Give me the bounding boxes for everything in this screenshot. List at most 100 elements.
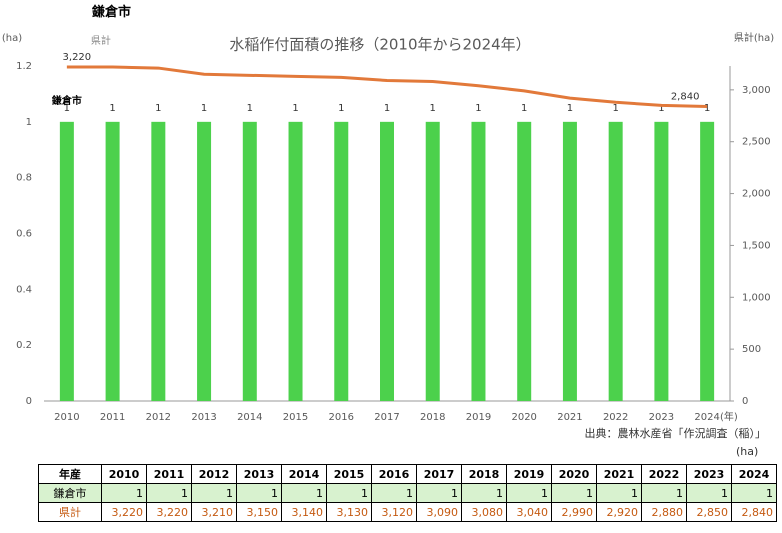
table-cell: 1 <box>101 483 147 503</box>
page-header: 鎌倉市 <box>92 5 132 20</box>
table-cell: 1 <box>326 483 372 503</box>
line <box>66 65 708 108</box>
x-tick-label: 2022 <box>603 412 628 423</box>
bar-label: 1 <box>521 103 527 114</box>
table-cell: 1 <box>146 483 192 503</box>
bar <box>59 121 74 401</box>
table-cell: 3,140 <box>281 502 327 522</box>
bar-label: 1 <box>64 103 70 114</box>
table-cell: 3,220 <box>146 502 192 522</box>
table-cell: 2017 <box>416 464 462 484</box>
bar-label: 1 <box>658 103 664 114</box>
chart-title: 水稲作付面積の推移（2010年から2024年） <box>229 36 530 54</box>
table-cell: 1 <box>461 483 507 503</box>
table-cell: 2021 <box>596 464 642 484</box>
x-tick-label: 2010 <box>54 412 79 423</box>
data-table: 年産 2010 2011 2012 2013 2014 2015 2016 2017 2018 20… <box>38 464 777 522</box>
table-row: 県計 3,220 3,220 3,210 3,150 3,140 3,130 3,120 3,0… <box>38 502 777 522</box>
table-cell: 3,080 <box>461 502 507 522</box>
table-cell: 2016 <box>371 464 417 484</box>
table-cell: 3,150 <box>236 502 282 522</box>
table-cell: 1 <box>281 483 327 503</box>
table-cell: 2,850 <box>686 502 732 522</box>
table-cell: 2011 <box>146 464 192 484</box>
table-cell: 2022 <box>641 464 687 484</box>
bar <box>288 121 303 401</box>
y2-axis-label: 県計(ha) <box>734 31 774 44</box>
series-label: 鎌倉市 <box>51 94 82 107</box>
table-cell: 2012 <box>191 464 237 484</box>
table-cell: 2023 <box>686 464 732 484</box>
bar <box>654 121 669 401</box>
x-tick-label: 2019 <box>466 412 491 423</box>
y-tick-label: 0.2 <box>16 340 32 351</box>
x-tick-label: 2024 <box>694 412 719 423</box>
table-cell: 年産 <box>38 464 102 484</box>
table-cell: 県計 <box>38 502 102 522</box>
y2-tick-label: 1,000 <box>742 292 771 303</box>
table-row: 年産 2010 2011 2012 2013 2014 2015 2016 2017 2018 20… <box>38 464 777 484</box>
bar <box>242 121 257 401</box>
table-unit: (ha) <box>736 445 759 458</box>
table-cell: 2014 <box>281 464 327 484</box>
bar <box>105 121 120 401</box>
table-cell: 1 <box>236 483 282 503</box>
x-tick-label: 2013 <box>191 412 216 423</box>
table-cell: 2,990 <box>551 502 597 522</box>
x-tick-label: 2011 <box>100 412 125 423</box>
y-tick-label: 0.6 <box>16 229 32 240</box>
bar <box>608 121 623 401</box>
table-cell: 3,090 <box>416 502 462 522</box>
bar-label: 1 <box>155 103 161 114</box>
x-tick-label: 2014 <box>237 412 262 423</box>
bar-label: 1 <box>612 103 618 114</box>
table-row: 鎌倉市 1 1 1 1 1 1 1 1 1 1 1 1 1 1 1 <box>38 483 777 503</box>
bar-label: 1 <box>384 103 390 114</box>
y-tick-label: 0.4 <box>16 284 32 295</box>
line-label: 2,840 <box>671 91 700 102</box>
table-cell: 3,130 <box>326 502 372 522</box>
x-tick-label: 2017 <box>374 412 399 423</box>
table-cell: 2018 <box>461 464 507 484</box>
source: 出典：農林水産省「作況調査（稲）」 <box>585 426 767 440</box>
table-cell: 2015 <box>326 464 372 484</box>
x-tick-label: 2016 <box>329 412 354 423</box>
table-cell: 1 <box>686 483 732 503</box>
bar-label: 1 <box>430 103 436 114</box>
x-axis-unit: (年) <box>720 410 738 423</box>
table-cell: 2013 <box>236 464 282 484</box>
table-cell: 1 <box>416 483 462 503</box>
table-cell: 2020 <box>551 464 597 484</box>
bar-label: 1 <box>247 103 253 114</box>
table-cell: 1 <box>191 483 237 503</box>
bar <box>471 121 486 401</box>
table-cell: 鎌倉市 <box>38 483 102 503</box>
bar <box>517 121 532 401</box>
x-tick-label: 2021 <box>557 412 582 423</box>
bar <box>562 121 577 401</box>
bar <box>380 121 394 401</box>
bar <box>425 121 440 401</box>
bar-label: 1 <box>338 103 344 114</box>
x-tick-label: 2015 <box>283 412 308 423</box>
y-tick-label: 0.8 <box>16 173 32 184</box>
x-tick-label: 2020 <box>511 412 536 423</box>
bar-label: 1 <box>567 103 573 114</box>
y-tick-label: 1.2 <box>16 61 32 72</box>
x-tick-label: 2023 <box>649 412 674 423</box>
table-cell: 1 <box>596 483 642 503</box>
table-cell: 2,920 <box>596 502 642 522</box>
bar-label: 1 <box>109 103 115 114</box>
y2-tick-label: 0 <box>742 396 748 407</box>
bar-label: 1 <box>292 103 298 114</box>
bar-label: 1 <box>704 103 710 114</box>
y-tick-label: 1 <box>26 117 32 128</box>
table-cell: 1 <box>371 483 417 503</box>
table-cell: 2,840 <box>731 502 777 522</box>
y-tick-label: 0 <box>26 396 32 407</box>
bar <box>151 121 166 401</box>
table-cell: 2024 <box>731 464 777 484</box>
table-cell: 2010 <box>101 464 147 484</box>
line-label: 3,220 <box>63 52 92 63</box>
